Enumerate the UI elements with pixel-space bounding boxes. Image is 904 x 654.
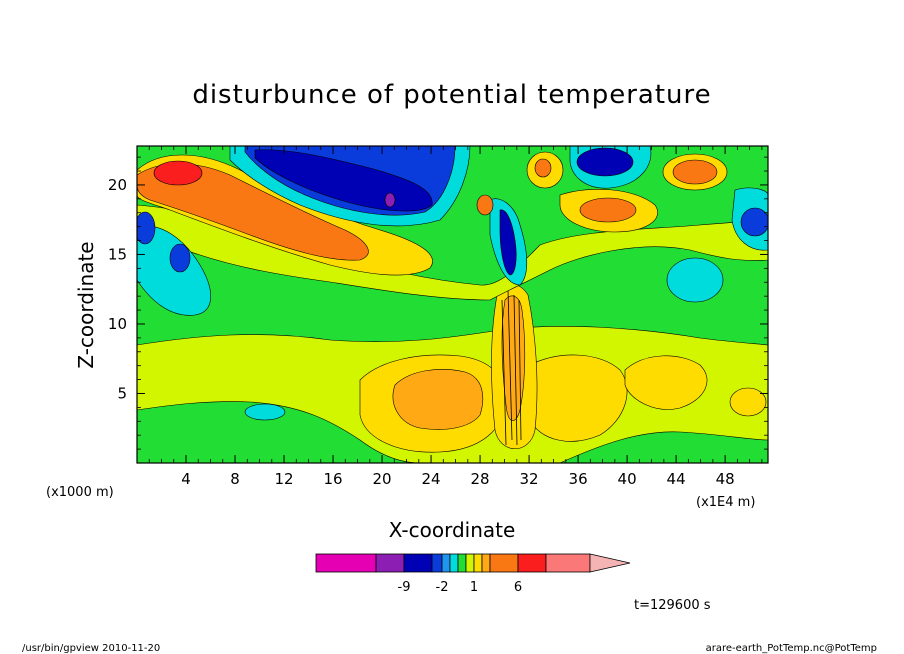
colorbar-segment (375, 553, 405, 573)
x-axis-label: X-coordinate (389, 518, 516, 542)
colorbar-segment (431, 553, 443, 573)
x-tick-label: 48 (716, 470, 735, 488)
contour-region-surface-green (137, 401, 421, 463)
contour-region-far-right-cold-core (740, 207, 768, 237)
x-tick-label: 12 (274, 470, 293, 488)
x-tick-label: 24 (422, 470, 441, 488)
contour-region-right-mid-cold (666, 257, 724, 303)
chart-title: disturbunce of potential temperature (192, 80, 711, 110)
plot-area (137, 146, 768, 463)
y-tick-label: 15 (108, 245, 127, 263)
x-tick-label: 40 (618, 470, 637, 488)
colorbar-segment (489, 553, 519, 573)
y-axis: 5 10 15 20 (108, 156, 768, 450)
y-tick-label: 10 (108, 315, 127, 333)
colorbar-segment (465, 553, 475, 573)
contour-region-lower-orange-far-right (624, 355, 708, 410)
contour-region-left-edge-cold (137, 211, 156, 245)
contour-region-cold-minimum (384, 192, 396, 208)
contour-region-surface-cold (244, 403, 286, 421)
x-unit-left: (x1000 m) (46, 485, 114, 500)
x-tick-label: 32 (520, 470, 539, 488)
time-label: t=129600 s (634, 598, 711, 613)
plot-frame (136, 145, 769, 464)
plume-contour-lines (501, 289, 522, 446)
y-tick-label: 20 (108, 176, 127, 194)
colorbar-labels: -9 -2 1 6 (398, 580, 523, 595)
x-unit-right: (x1E4 m) (696, 495, 755, 510)
colorbar-segment (457, 553, 467, 573)
contour-region-central-top-warm-core (534, 158, 552, 178)
colorbar-label: 6 (514, 580, 522, 595)
contour-region-right-warm-core (579, 197, 637, 223)
colorbar-label: -2 (436, 580, 449, 595)
colorbar (315, 553, 631, 573)
colorbar-segment (441, 553, 451, 573)
footer-left: /usr/bin/gpview 2010-11-20 (22, 643, 160, 654)
x-tick-label: 44 (667, 470, 686, 488)
contour-region-lower-orange-left-core (392, 369, 484, 430)
colorbar-segment (449, 553, 459, 573)
x-tick-label: 8 (230, 470, 240, 488)
contour-region-mid-yellow (137, 204, 768, 301)
x-tick-label: 28 (471, 470, 490, 488)
footer-right: arare-earth_PotTemp.nc@PotTemp (706, 643, 877, 654)
colorbar-label: -9 (398, 580, 411, 595)
contour-region-upper-orange-band (137, 163, 369, 261)
contour-region-jet-warm (476, 194, 494, 216)
x-tick-label: 36 (569, 470, 588, 488)
x-axis: 4 8 12 16 20 24 28 32 36 40 44 48 (148, 146, 763, 488)
contour-region-far-right-warm-core (672, 159, 718, 185)
contour-region-left-cold-core (169, 243, 191, 273)
colorbar-segment (315, 553, 377, 573)
colorbar-segment (517, 553, 547, 573)
colorbar-segment (481, 553, 491, 573)
contour-region-surface-green-right (559, 431, 768, 463)
colorbar-segment (403, 553, 433, 573)
colorbar-label: 1 (470, 580, 478, 595)
colorbar-arrow (589, 553, 631, 573)
contour-region-right-cold-core (576, 147, 634, 177)
x-tick-label: 4 (181, 470, 191, 488)
x-tick-label: 20 (373, 470, 392, 488)
y-axis-label: Z-coordinate (74, 241, 98, 368)
colorbar-segment (473, 553, 483, 573)
contour-region-lower-orange-right (529, 354, 628, 442)
x-tick-label: 16 (323, 470, 342, 488)
contour-region-small-warm (729, 387, 767, 417)
contour-region-central-jet-navy (499, 209, 517, 276)
y-tick-label: 5 (117, 384, 127, 402)
contour-region-upper-red-core (153, 160, 203, 186)
contour-region-central-plume-core (501, 295, 526, 421)
colorbar-segment (545, 553, 591, 573)
contour-region-left-cold (137, 226, 211, 316)
